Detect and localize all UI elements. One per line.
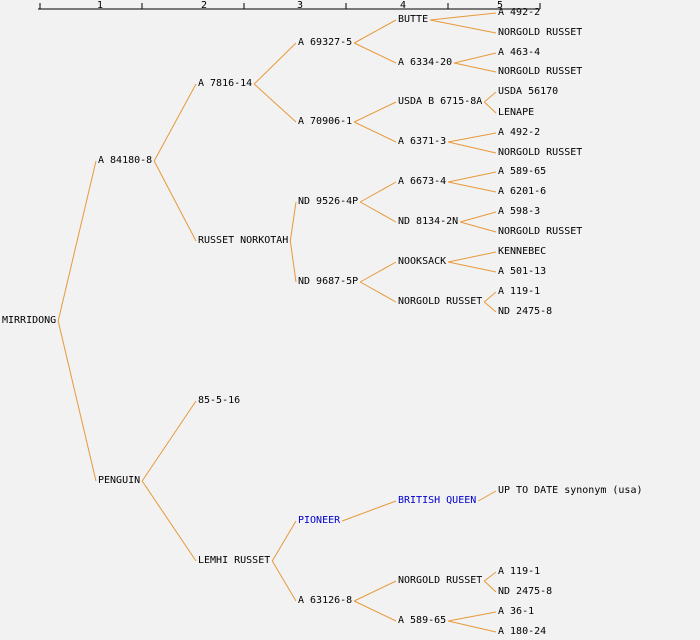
pedigree-node-russet_norkotah[interactable]: RUSSET NORKOTAH xyxy=(198,235,289,246)
pedigree-node-nd9687_5p[interactable]: ND 9687-5P xyxy=(298,276,359,287)
pedigree-edge xyxy=(448,261,497,273)
pedigree-edge xyxy=(353,101,397,123)
pedigree-node-nd2475_8_a[interactable]: ND 2475-8 xyxy=(498,306,553,317)
pedigree-edge xyxy=(141,480,197,562)
pedigree-node-pioneer[interactable]: PIONEER xyxy=(298,515,341,526)
pedigree-edge xyxy=(460,211,497,223)
pedigree-edge xyxy=(454,62,497,73)
pedigree-node-a69327_5[interactable]: A 69327-5 xyxy=(298,37,353,48)
pedigree-edge xyxy=(430,12,497,21)
pedigree-node-a119_1_a[interactable]: A 119-1 xyxy=(498,286,541,297)
pedigree-node-a36_1[interactable]: A 36-1 xyxy=(498,606,535,617)
pedigree-edge xyxy=(448,251,497,263)
generation-label-3: 3 xyxy=(296,0,304,11)
pedigree-node-norgold_russet_p1[interactable]: NORGOLD RUSSET xyxy=(398,296,483,307)
pedigree-node-a7816_14[interactable]: A 7816-14 xyxy=(198,78,253,89)
pedigree-edge xyxy=(483,580,497,593)
pedigree-node-kennebec[interactable]: KENNEBEC xyxy=(498,246,547,257)
generation-label-4: 4 xyxy=(399,0,407,11)
pedigree-node-norgold_russet_p2[interactable]: NORGOLD RUSSET xyxy=(398,575,483,586)
pedigree-edge xyxy=(57,160,97,322)
pedigree-node-nd2475_8_b[interactable]: ND 2475-8 xyxy=(498,586,553,597)
pedigree-node-penguin[interactable]: PENGUIN xyxy=(98,475,141,486)
pedigree-edge xyxy=(359,281,397,303)
pedigree-edge xyxy=(483,571,497,582)
pedigree-edge xyxy=(289,201,297,242)
pedigree-edge xyxy=(483,101,497,114)
pedigree-node-a180_24[interactable]: A 180-24 xyxy=(498,626,547,637)
pedigree-edge xyxy=(353,121,397,143)
pedigree-node-a6201_6[interactable]: A 6201-6 xyxy=(498,186,547,197)
pedigree-node-nd8134_2n[interactable]: ND 8134-2N xyxy=(398,216,459,227)
generation-label-1: 1 xyxy=(96,0,104,11)
pedigree-node-butte[interactable]: BUTTE xyxy=(398,14,429,25)
pedigree-node-n85_5_16[interactable]: 85-5-16 xyxy=(198,395,241,406)
pedigree-edge xyxy=(448,132,497,143)
pedigree-node-nd9526_4p[interactable]: ND 9526-4P xyxy=(298,196,359,207)
pedigree-node-a84180_8[interactable]: A 84180-8 xyxy=(98,155,153,166)
pedigree-node-mirridong[interactable]: MIRRIDONG xyxy=(2,315,57,326)
pedigree-node-a492_2_a[interactable]: A 492-2 xyxy=(498,7,541,18)
pedigree-node-a6334_20[interactable]: A 6334-20 xyxy=(398,57,453,68)
pedigree-edge xyxy=(271,520,297,562)
pedigree-node-nooksack[interactable]: NOOKSACK xyxy=(398,256,447,267)
pedigree-node-lemhi_russet[interactable]: LEMHI RUSSET xyxy=(198,555,271,566)
pedigree-node-norgold_4[interactable]: NORGOLD RUSSET xyxy=(498,226,583,237)
pedigree-node-usda_56170[interactable]: USDA 56170 xyxy=(498,86,559,97)
pedigree-edge xyxy=(341,500,397,522)
pedigree-edge xyxy=(430,19,497,34)
pedigree-edge xyxy=(153,160,197,242)
pedigree-edge xyxy=(448,620,497,633)
pedigree-node-a70906_1[interactable]: A 70906-1 xyxy=(298,116,353,127)
pedigree-node-a463_4[interactable]: A 463-4 xyxy=(498,47,541,58)
pedigree-edge xyxy=(153,83,197,162)
pedigree-node-usda_b_6715_8a[interactable]: USDA B 6715-8A xyxy=(398,96,483,107)
pedigree-edge xyxy=(353,19,397,44)
pedigree-node-a119_1_b[interactable]: A 119-1 xyxy=(498,566,541,577)
generation-label-5: 5 xyxy=(496,0,504,11)
pedigree-node-a63126_8[interactable]: A 63126-8 xyxy=(298,595,353,606)
pedigree-node-a589_65_a[interactable]: A 589-65 xyxy=(498,166,547,177)
pedigree-edge xyxy=(253,42,297,85)
pedigree-edge xyxy=(448,171,497,183)
pedigree-node-a492_2_b[interactable]: A 492-2 xyxy=(498,127,541,138)
pedigree-node-norgold_3[interactable]: NORGOLD RUSSET xyxy=(498,147,583,158)
pedigree-edge xyxy=(353,42,397,64)
pedigree-edge xyxy=(483,301,497,313)
pedigree-node-a6673_4[interactable]: A 6673-4 xyxy=(398,176,447,187)
pedigree-edge xyxy=(359,181,397,203)
pedigree-node-norgold_2[interactable]: NORGOLD RUSSET xyxy=(498,66,583,77)
pedigree-node-british_queen[interactable]: BRITISH QUEEN xyxy=(398,495,477,506)
pedigree-node-a501_13[interactable]: A 501-13 xyxy=(498,266,547,277)
pedigree-edge xyxy=(460,221,497,233)
pedigree-edge xyxy=(454,52,497,64)
pedigree-edge xyxy=(448,141,497,154)
pedigree-edge xyxy=(141,400,197,482)
pedigree-edge xyxy=(448,181,497,193)
pedigree-edge xyxy=(289,240,297,283)
pedigree-node-a589_65_p[interactable]: A 589-65 xyxy=(398,615,447,626)
pedigree-edge xyxy=(253,83,297,123)
pedigree-edge xyxy=(478,490,497,502)
generation-label-2: 2 xyxy=(200,0,208,11)
pedigree-edge xyxy=(448,611,497,622)
pedigree-node-a6371_3[interactable]: A 6371-3 xyxy=(398,136,447,147)
pedigree-node-lenape[interactable]: LENAPE xyxy=(498,107,535,118)
pedigree-edge xyxy=(483,91,497,103)
pedigree-edge xyxy=(353,600,397,622)
pedigree-edge xyxy=(359,261,397,283)
pedigree-edge xyxy=(353,580,397,602)
pedigree-edge xyxy=(359,201,397,223)
pedigree-node-up_to_date[interactable]: UP TO DATE synonym (usa) xyxy=(498,485,643,496)
pedigree-node-a598_3[interactable]: A 598-3 xyxy=(498,206,541,217)
pedigree-edge xyxy=(483,291,497,303)
pedigree-edge xyxy=(271,560,297,602)
pedigree-edge xyxy=(57,320,97,482)
pedigree-node-norgold_1[interactable]: NORGOLD RUSSET xyxy=(498,27,583,38)
